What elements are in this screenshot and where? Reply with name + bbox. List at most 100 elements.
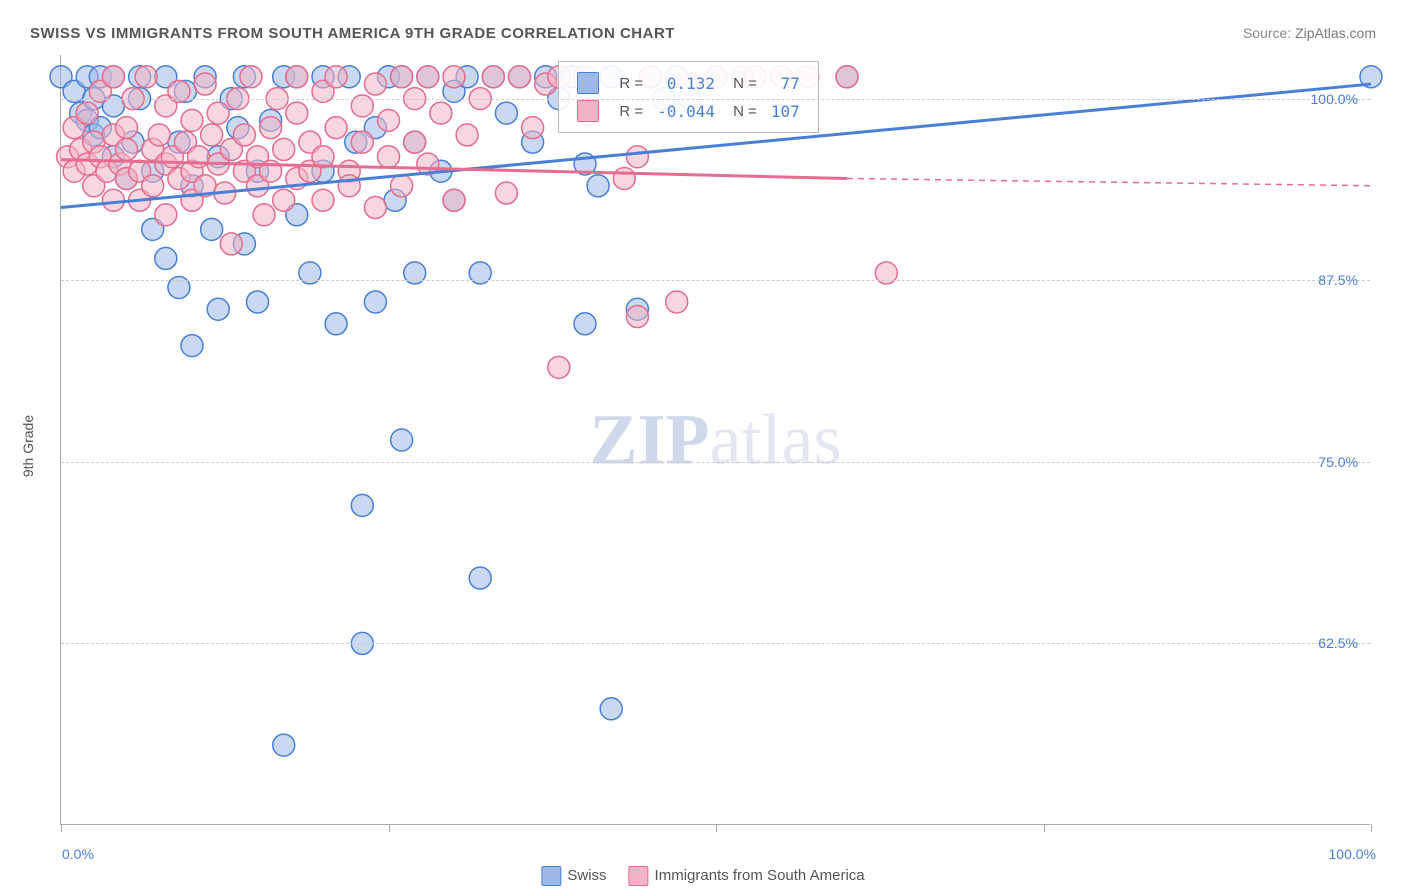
- series-legend: Swiss Immigrants from South America: [541, 866, 864, 886]
- stat-r-label: R =: [613, 98, 649, 124]
- data-point: [587, 175, 609, 197]
- stat-r-value: -0.044: [651, 98, 721, 124]
- stat-n-value: 107: [765, 98, 806, 124]
- data-point: [626, 146, 648, 168]
- data-point: [469, 567, 491, 589]
- data-point: [443, 189, 465, 211]
- stat-n-label: N =: [723, 70, 763, 96]
- data-point: [273, 734, 295, 756]
- x-tick: [716, 824, 717, 832]
- stats-row: R =-0.044 N =107: [571, 98, 805, 124]
- data-point: [247, 291, 269, 313]
- data-point: [194, 73, 216, 95]
- legend-label: Immigrants from South America: [655, 867, 865, 884]
- data-point: [325, 313, 347, 335]
- data-point: [613, 167, 635, 189]
- gridline: [61, 280, 1370, 281]
- data-point: [574, 313, 596, 335]
- data-point: [351, 131, 373, 153]
- stats-legend: R =0.132 N =77R =-0.044 N =107: [558, 61, 818, 133]
- data-point: [509, 66, 531, 88]
- data-point: [417, 66, 439, 88]
- data-point: [286, 102, 308, 124]
- data-point: [286, 66, 308, 88]
- gridline: [61, 462, 1370, 463]
- data-point: [273, 189, 295, 211]
- data-point: [364, 291, 386, 313]
- data-point: [391, 66, 413, 88]
- x-axis-min-label: 0.0%: [62, 846, 94, 862]
- y-tick-label: 87.5%: [1318, 272, 1358, 288]
- data-point: [666, 291, 688, 313]
- series-swatch: [577, 72, 599, 94]
- data-point: [495, 102, 517, 124]
- data-point: [273, 138, 295, 160]
- x-tick: [389, 824, 390, 832]
- y-tick-label: 100.0%: [1311, 91, 1358, 107]
- data-point: [116, 117, 138, 139]
- gridline: [61, 643, 1370, 644]
- y-tick-label: 62.5%: [1318, 635, 1358, 651]
- data-point: [430, 102, 452, 124]
- data-point: [207, 102, 229, 124]
- data-point: [378, 146, 400, 168]
- data-point: [142, 175, 164, 197]
- legend-item: Immigrants from South America: [629, 866, 865, 886]
- data-point: [351, 494, 373, 516]
- data-point: [102, 66, 124, 88]
- data-point: [600, 698, 622, 720]
- data-point: [391, 429, 413, 451]
- data-point: [220, 233, 242, 255]
- data-point: [378, 109, 400, 131]
- data-point: [443, 66, 465, 88]
- data-point: [181, 109, 203, 131]
- stat-r-value: 0.132: [651, 70, 721, 96]
- data-point: [495, 182, 517, 204]
- data-point: [404, 131, 426, 153]
- data-point: [240, 66, 262, 88]
- data-point: [233, 124, 255, 146]
- x-tick: [61, 824, 62, 832]
- stat-n-label: N =: [723, 98, 763, 124]
- data-point: [181, 335, 203, 357]
- data-point: [364, 197, 386, 219]
- data-point: [391, 175, 413, 197]
- data-point: [626, 306, 648, 328]
- data-point: [76, 102, 98, 124]
- series-swatch: [577, 100, 599, 122]
- data-point: [260, 117, 282, 139]
- stats-row: R =0.132 N =77: [571, 70, 805, 96]
- legend-swatch: [629, 866, 649, 886]
- gridline: [61, 99, 1370, 100]
- stat-r-label: R =: [613, 70, 649, 96]
- x-tick: [1044, 824, 1045, 832]
- trend-line-extrapolated: [847, 178, 1371, 185]
- data-point: [325, 66, 347, 88]
- data-point: [482, 66, 504, 88]
- y-axis-label: 9th Grade: [20, 415, 36, 477]
- legend-item: Swiss: [541, 866, 606, 886]
- data-point: [548, 356, 570, 378]
- data-point: [155, 247, 177, 269]
- data-point: [522, 117, 544, 139]
- data-point: [338, 175, 360, 197]
- y-tick-label: 75.0%: [1318, 454, 1358, 470]
- stats-table: R =0.132 N =77R =-0.044 N =107: [569, 68, 807, 126]
- data-point: [201, 218, 223, 240]
- data-point: [135, 66, 157, 88]
- data-point: [116, 138, 138, 160]
- data-point: [325, 117, 347, 139]
- data-point: [456, 124, 478, 146]
- data-point: [364, 73, 386, 95]
- legend-swatch: [541, 866, 561, 886]
- legend-label: Swiss: [567, 867, 606, 884]
- source-value: ZipAtlas.com: [1295, 25, 1376, 41]
- data-point: [148, 124, 170, 146]
- stat-n-value: 77: [765, 70, 806, 96]
- data-point: [253, 204, 275, 226]
- data-point: [836, 66, 858, 88]
- data-point: [102, 189, 124, 211]
- chart-plot-area: ZIPatlas R =0.132 N =77R =-0.044 N =107 …: [60, 55, 1370, 825]
- chart-title: SWISS VS IMMIGRANTS FROM SOUTH AMERICA 9…: [30, 25, 675, 42]
- data-point: [155, 204, 177, 226]
